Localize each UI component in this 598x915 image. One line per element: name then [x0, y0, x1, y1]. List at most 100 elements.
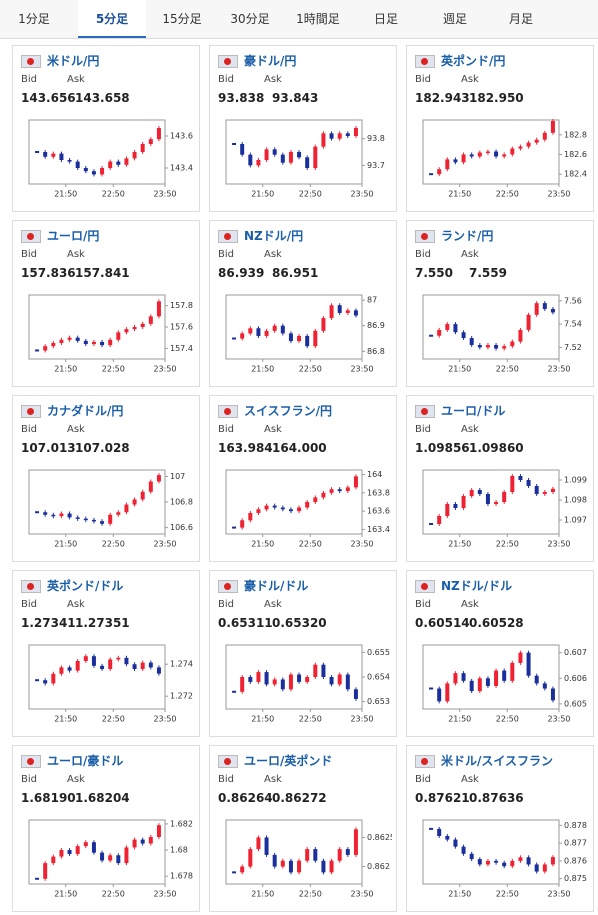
- x-tick-label: 22:50: [299, 190, 322, 199]
- flag-mark: [224, 408, 231, 415]
- candle: [485, 494, 490, 504]
- candle: [148, 662, 153, 668]
- candle: [248, 154, 253, 166]
- pair-name[interactable]: カナダドル/円: [47, 404, 124, 418]
- candle: [124, 504, 129, 513]
- tab[interactable]: 週足: [442, 12, 467, 26]
- y-tick-label: 93.8: [367, 134, 385, 143]
- bid-label: Bid: [218, 249, 234, 260]
- y-tick-label: 0.607: [564, 648, 587, 657]
- candle: [132, 499, 137, 505]
- tab[interactable]: 1時間足: [296, 12, 340, 26]
- x-tick-label: 22:50: [496, 190, 519, 199]
- candle: [313, 497, 318, 502]
- ask-label: Ask: [67, 249, 85, 260]
- rate-card[interactable]: 英ポンド/ドル Bid Ask 1.27341 1.27351 1.272 1.274 21:…: [12, 570, 200, 737]
- candle: [256, 837, 261, 850]
- pair-name[interactable]: ユーロ/豪ドル: [47, 754, 124, 768]
- candle: [321, 133, 326, 147]
- pair-name[interactable]: スイスフラン/円: [244, 404, 333, 418]
- candle: [453, 839, 458, 847]
- rate-card[interactable]: スイスフラン/円 Bid Ask 163.984 164.000 163.4 163.6 16…: [209, 395, 397, 562]
- rate-card[interactable]: ランド/円 Bid Ask 7.550 7.559 7.52 7.54 7.56 21:50 22…: [406, 220, 594, 387]
- flag-mark: [421, 758, 428, 765]
- pair-name[interactable]: NZドル/円: [244, 229, 304, 243]
- rate-card[interactable]: 英ポンド/円 Bid Ask 182.943 182.950 182.4 182.6 182.…: [406, 45, 594, 212]
- x-tick-label: 23:50: [153, 540, 176, 549]
- candle: [297, 507, 302, 512]
- candle: [550, 488, 555, 492]
- candle: [437, 169, 442, 175]
- rate-card[interactable]: 米ドル/円 Bid Ask 143.656 143.658 143.4 143.6 21:50…: [12, 45, 200, 212]
- pair-name[interactable]: 豪ドル/円: [244, 54, 297, 68]
- candle: [264, 505, 269, 510]
- rate-card[interactable]: NZドル/ドル Bid Ask 0.60514 0.60528 0.605 0.606 0.6…: [406, 570, 594, 737]
- pair-name[interactable]: 米ドル/円: [47, 54, 100, 68]
- candle: [59, 667, 64, 674]
- pair-name[interactable]: 米ドル/スイスフラン: [441, 754, 554, 768]
- pair-name[interactable]: ユーロ/ドル: [441, 404, 506, 418]
- y-tick-label: 106.6: [170, 523, 193, 532]
- candle: [256, 509, 261, 513]
- y-tick-label: 1.274: [170, 660, 193, 669]
- rate-card[interactable]: 米ドル/スイスフラン Bid Ask 0.87621 0.87636 0.875 0.876…: [406, 745, 594, 912]
- bid-value: 7.550: [415, 266, 453, 280]
- rate-card[interactable]: カナダドル/円 Bid Ask 107.013 107.028 106.6 106.8 107…: [12, 395, 200, 562]
- candle: [353, 310, 358, 316]
- tab[interactable]: 月足: [508, 12, 533, 26]
- candle: [526, 314, 531, 330]
- pair-name[interactable]: NZドル/ドル: [441, 579, 513, 593]
- rate-card[interactable]: ユーロ/円 Bid Ask 157.836 157.841 157.4 157.6 157.8…: [12, 220, 200, 387]
- bid-label: Bid: [218, 599, 234, 610]
- candle: [345, 310, 350, 313]
- flag-mark: [27, 583, 34, 590]
- candle: [240, 677, 245, 692]
- rate-card[interactable]: ユーロ/ドル Bid Ask 1.09856 1.09860 1.097 1.098 1.09…: [406, 395, 594, 562]
- y-tick-label: 0.877: [564, 839, 587, 848]
- candle: [526, 857, 531, 865]
- flag: [415, 405, 435, 418]
- x-tick-label: 21:50: [251, 890, 274, 899]
- pair-name[interactable]: ユーロ/英ポンド: [244, 754, 333, 768]
- candle: [100, 665, 105, 669]
- candle: [453, 504, 458, 508]
- bid-value: 0.86264: [218, 791, 273, 805]
- rate-card[interactable]: 豪ドル/ドル Bid Ask 0.65311 0.65320 0.653 0.654 0.65…: [209, 570, 397, 737]
- y-tick-label: 1.272: [170, 692, 193, 701]
- tab[interactable]: 30分足: [230, 12, 270, 26]
- pair-name[interactable]: 英ポンド/円: [441, 54, 506, 68]
- candle: [43, 863, 48, 879]
- flag: [218, 755, 238, 768]
- candle: [453, 159, 458, 163]
- y-tick-label: 157.8: [170, 301, 193, 310]
- bid-value: 143.656: [21, 91, 76, 105]
- tab[interactable]: 15分足: [162, 12, 202, 26]
- candle: [510, 148, 515, 155]
- rate-card[interactable]: 豪ドル/円 Bid Ask 93.838 93.843 93.7 93.8 21:50 22:5…: [209, 45, 397, 212]
- bid-value: 1.09856: [415, 441, 470, 455]
- rate-card[interactable]: ユーロ/豪ドル Bid Ask 1.68190 1.68204 1.678 1.68 1.68…: [12, 745, 200, 912]
- pair-name[interactable]: 豪ドル/ドル: [244, 579, 309, 593]
- tab[interactable]: 5分足: [78, 0, 146, 38]
- x-tick-label: 22:50: [102, 190, 125, 199]
- candle: [59, 850, 64, 857]
- ask-label: Ask: [67, 599, 85, 610]
- tab[interactable]: 1分足: [18, 12, 50, 26]
- pair-name[interactable]: ランド/円: [441, 229, 494, 243]
- y-tick-label: 163.4: [367, 525, 390, 534]
- ask-value: 93.843: [272, 91, 319, 105]
- candle: [59, 339, 64, 343]
- pair-name[interactable]: ユーロ/円: [47, 229, 100, 243]
- tab[interactable]: 日足: [373, 12, 398, 26]
- bid-label: Bid: [415, 249, 431, 260]
- candle: [240, 520, 245, 528]
- x-tick-label: 21:50: [448, 890, 471, 899]
- candle: [248, 849, 253, 867]
- pair-name[interactable]: 英ポンド/ドル: [47, 579, 124, 593]
- candle: [108, 659, 113, 669]
- candle: [345, 849, 350, 855]
- candle: [264, 837, 269, 855]
- ask-label: Ask: [67, 774, 85, 785]
- rate-card[interactable]: NZドル/円 Bid Ask 86.939 86.951 86.8 86.9 87 21:50 2…: [209, 220, 397, 387]
